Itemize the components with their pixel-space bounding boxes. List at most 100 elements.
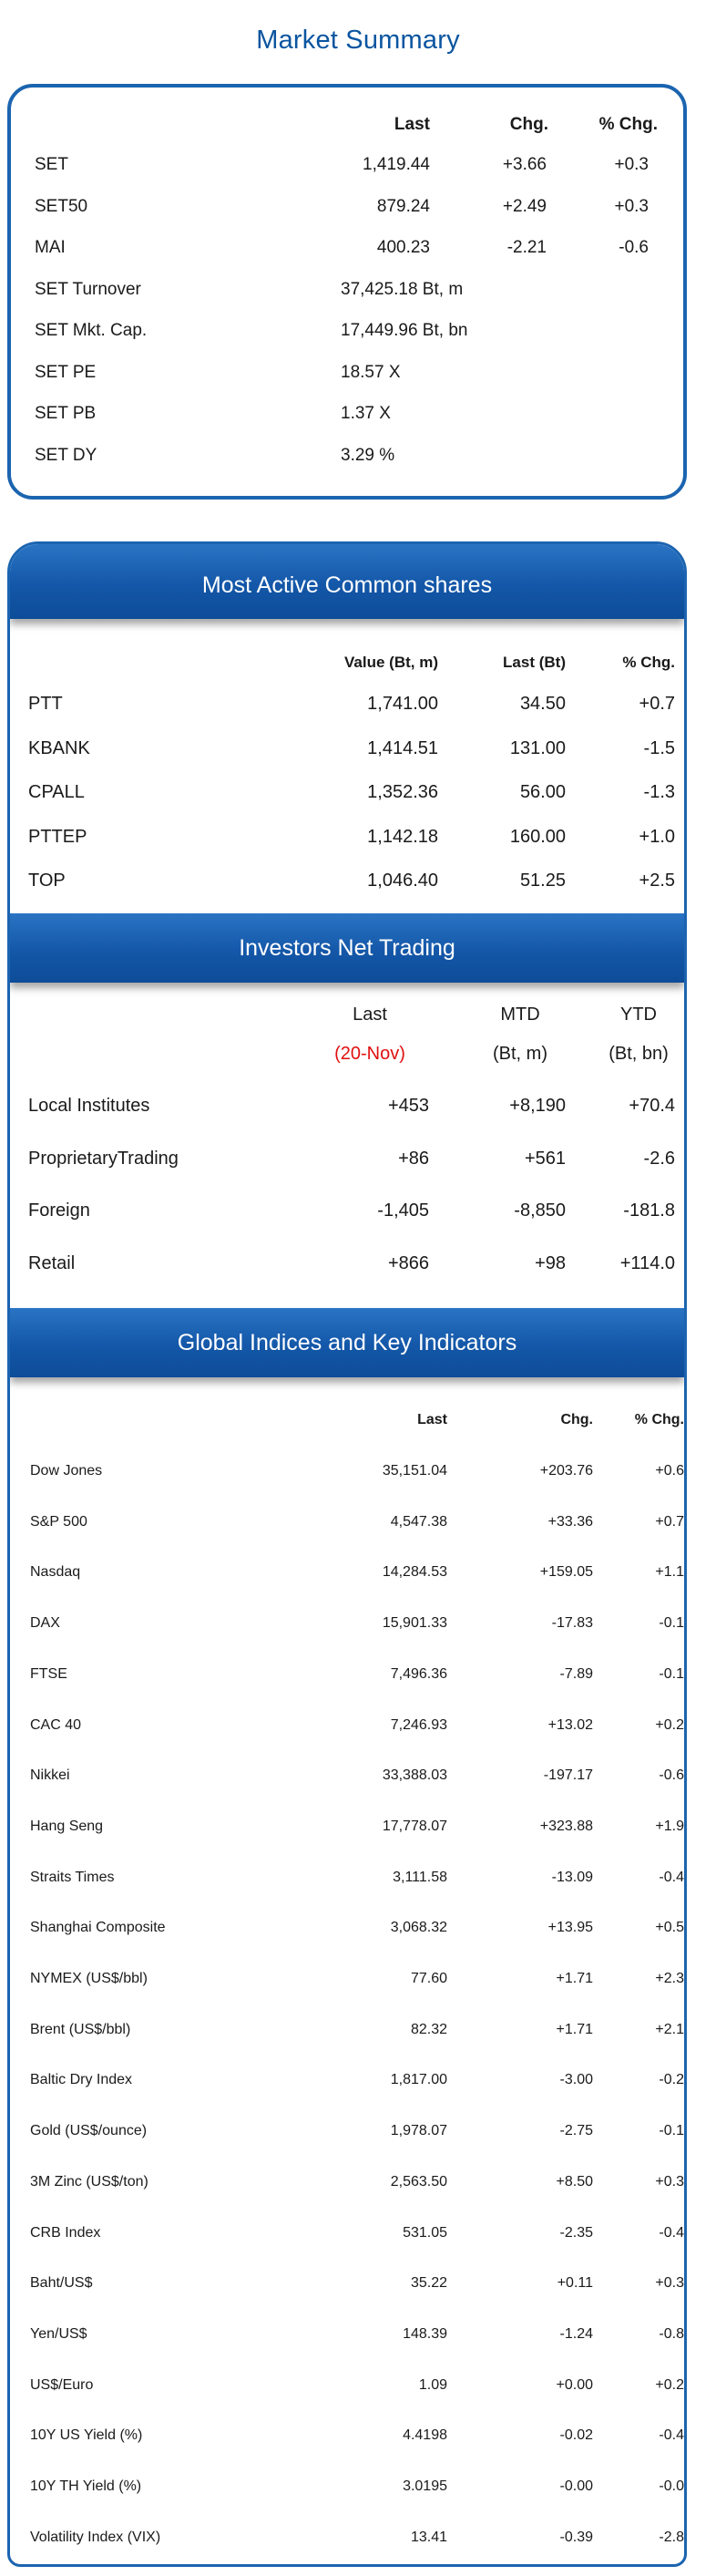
summary-chg: +2.49 [502, 196, 547, 216]
global-chg: -0.00 [559, 2478, 593, 2494]
global-chg: +1.71 [556, 2021, 593, 2037]
most-active-name: TOP [28, 871, 66, 891]
global-last: 35.22 [410, 2275, 447, 2292]
global-pct: +1.1 [655, 1564, 684, 1581]
global-name: Baltic Dry Index [30, 2072, 133, 2088]
global-pct: -0.2 [659, 2072, 684, 2088]
summary-name: SET [35, 155, 68, 174]
summary-name: MAI [35, 238, 66, 257]
global-chg: +203.76 [539, 1463, 593, 1479]
summary-name: SET PB [35, 404, 97, 423]
global-name: Gold (US$/ounce) [30, 2123, 148, 2139]
global-last: 15,901.33 [382, 1615, 447, 1632]
summary-name: SET DY [35, 445, 97, 465]
global-name: Brent (US$/bbl) [30, 2021, 131, 2037]
global-last: 3,068.32 [390, 1920, 447, 1936]
global-pct: +0.3 [655, 2173, 684, 2190]
global-chg: +0.00 [556, 2376, 593, 2393]
global-name: NYMEX (US$/bbl) [30, 1971, 148, 1986]
global-pct: -0.4 [659, 1869, 684, 1885]
summary-name: SET50 [35, 196, 88, 216]
global-chg: +13.02 [547, 1716, 593, 1733]
global-pct: -0.1 [659, 2123, 684, 2139]
global-last: 82.32 [410, 2021, 447, 2037]
investors-ytd: -181.8 [623, 1200, 675, 1221]
market-summary-box: Last Chg. % Chg. SET 1,419.44 +3.66 +0.3 SET… [7, 84, 687, 500]
investors-ytd: -2.6 [643, 1148, 675, 1169]
most-active-last: 34.50 [519, 694, 566, 714]
summary-header-pct: % Chg. [598, 115, 658, 134]
global-header-pct: % Chg. [634, 1412, 684, 1427]
global-chg: +323.88 [539, 1818, 593, 1834]
most-active-band: Most Active Common shares [10, 544, 684, 619]
global-pct: +0.5 [655, 1920, 684, 1936]
global-pct: +0.3 [655, 2275, 684, 2292]
summary-last: 879.24 [376, 196, 430, 216]
investors-name: Retail [28, 1252, 76, 1273]
global-band: Global Indices and Key Indicators [10, 1308, 684, 1377]
global-chg: -2.75 [559, 2123, 593, 2139]
investors-last: +453 [387, 1096, 429, 1116]
investors-subheader-ytd: (Bt, bn) [609, 1044, 669, 1064]
investors-last: +866 [387, 1252, 429, 1273]
summary-name: SET Mkt. Cap. [35, 321, 148, 340]
global-header-chg: Chg. [560, 1412, 593, 1427]
global-name: 10Y US Yield (%) [30, 2427, 143, 2444]
most-active-last: 56.00 [519, 782, 566, 802]
global-name: DAX [30, 1615, 60, 1632]
summary-chg: -2.21 [506, 238, 547, 257]
global-last: 17,778.07 [382, 1818, 447, 1834]
summary-pct: +0.3 [614, 155, 649, 174]
global-pct: -0.1 [659, 1665, 684, 1682]
investors-mtd: +98 [535, 1252, 566, 1273]
global-last: 1,817.00 [390, 2072, 447, 2088]
global-pct: +0.7 [655, 1513, 684, 1530]
global-last: 14,284.53 [382, 1564, 447, 1581]
global-last: 3.0195 [403, 2478, 447, 2494]
investors-mtd: -8,850 [514, 1200, 566, 1221]
global-header-last: Last [417, 1412, 447, 1427]
market-tables-panel: Most Active Common shares Value (Bt, m) … [7, 541, 687, 2567]
investors-mtd: +8,190 [509, 1096, 566, 1116]
most-active-header-last: Last (Bt) [503, 654, 566, 671]
global-pct: -0.1 [659, 1615, 684, 1632]
global-name: 10Y TH Yield (%) [30, 2478, 142, 2494]
investors-last: -1,405 [377, 1200, 429, 1221]
global-last: 4.4198 [403, 2427, 447, 2444]
global-pct: -0.6 [659, 1767, 684, 1784]
global-pct: +2.1 [655, 2021, 684, 2037]
investors-header-last: Last [353, 1005, 387, 1025]
summary-last: 17,449.96 Bt, bn [341, 321, 468, 340]
summary-last: 37,425.18 Bt, m [341, 279, 464, 299]
global-chg: +0.11 [557, 2275, 593, 2292]
investors-subheader-last: (20-Nov) [334, 1044, 405, 1064]
most-active-name: PTT [28, 694, 63, 714]
global-last: 531.05 [403, 2224, 447, 2241]
global-pct: -2.8 [659, 2529, 684, 2545]
most-active-pct: +2.5 [639, 871, 675, 891]
most-active-value: 1,741.00 [367, 694, 438, 714]
global-name: Shanghai Composite [30, 1920, 166, 1936]
global-chg: +159.05 [539, 1564, 593, 1581]
most-active-last: 160.00 [509, 826, 566, 847]
global-name: Volatility Index (VIX) [30, 2529, 161, 2545]
summary-last: 18.57 X [341, 362, 401, 382]
global-last: 7,246.93 [390, 1716, 447, 1733]
global-last: 3,111.58 [393, 1869, 447, 1885]
global-pct: -0.0 [659, 2478, 684, 2494]
global-name: Hang Seng [30, 1818, 104, 1834]
investors-name: ProprietaryTrading [28, 1148, 179, 1169]
summary-pct: +0.3 [614, 196, 649, 216]
most-active-pct: -1.3 [643, 782, 675, 802]
global-name: FTSE [30, 1665, 67, 1682]
global-pct: +2.3 [655, 1971, 684, 1986]
global-last: 1.09 [418, 2376, 447, 2393]
global-chg: -7.89 [559, 1665, 593, 1682]
global-last: 13.41 [410, 2529, 447, 2545]
summary-name: SET Turnover [35, 279, 141, 299]
global-chg: -13.09 [551, 1869, 593, 1885]
global-chg: -17.83 [551, 1615, 593, 1632]
summary-header-chg: Chg. [509, 115, 548, 134]
global-last: 4,547.38 [390, 1513, 447, 1530]
most-active-header-value: Value (Bt, m) [344, 654, 438, 671]
